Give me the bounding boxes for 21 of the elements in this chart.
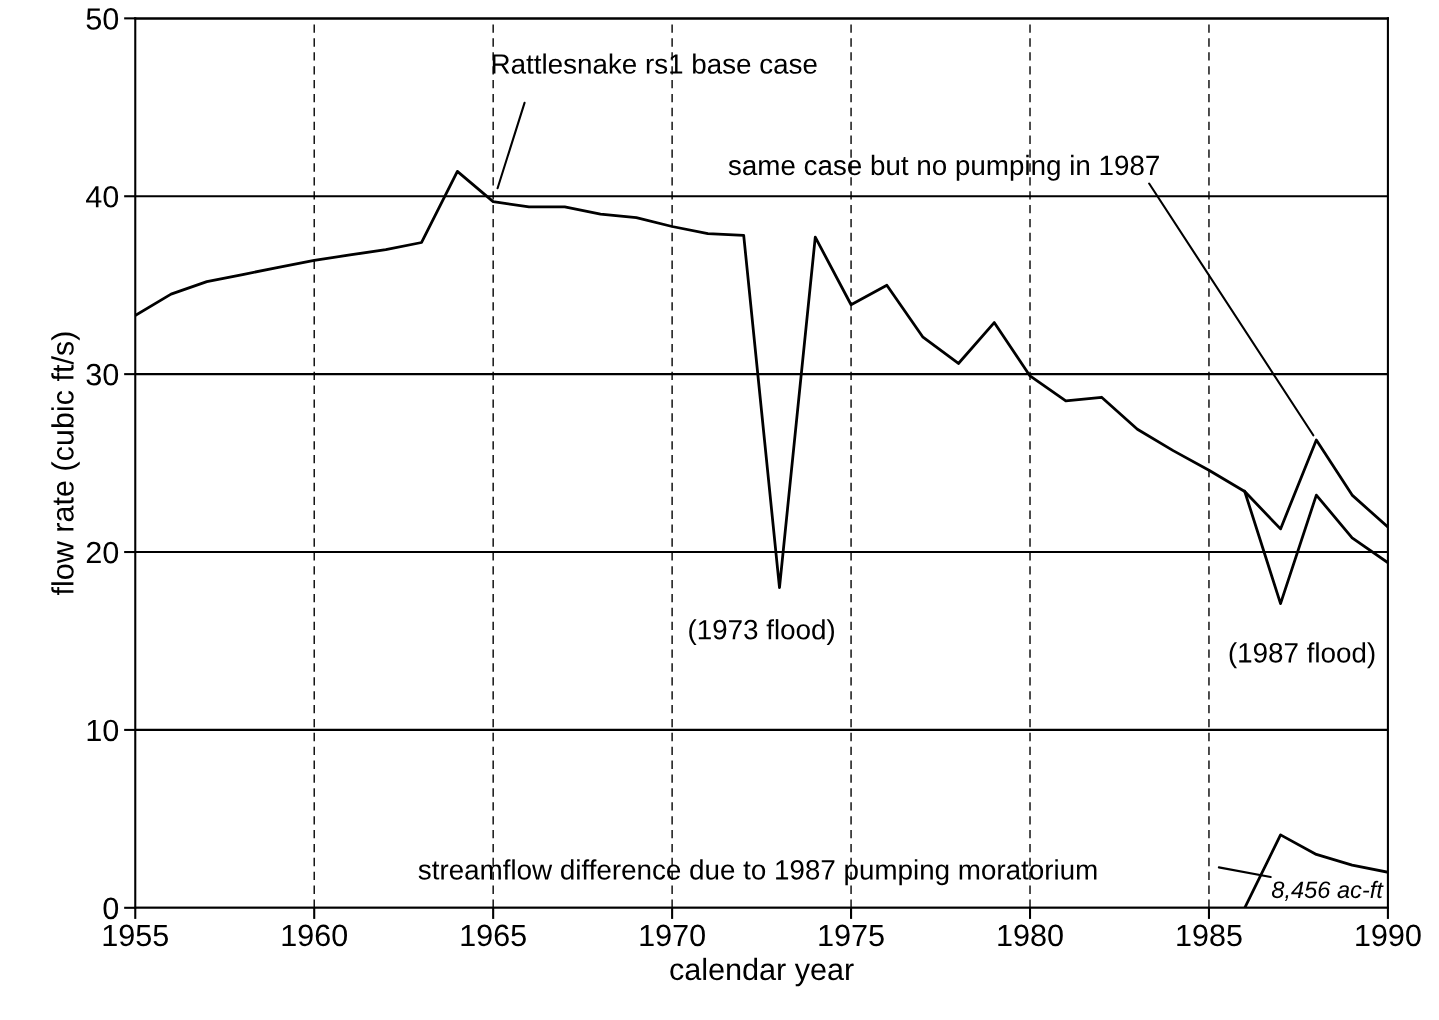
x-tick-label: 1965 — [461, 924, 526, 947]
y-tick-label: 10 — [87, 719, 119, 742]
y-tick-label: 0 — [103, 897, 119, 920]
annotation: Rattlesnake rs1 base case — [492, 53, 817, 74]
x-tick-label: 1980 — [998, 924, 1063, 947]
x-tick-label: 1975 — [819, 924, 884, 947]
x-tick-label: 1985 — [1177, 924, 1242, 947]
annotation: (1987 flood) — [1229, 642, 1375, 669]
annotation: (1973 flood) — [689, 619, 834, 646]
y-tick-label: 50 — [86, 8, 119, 30]
x-axis-title: calendar year — [670, 957, 854, 987]
y-tick-label: 40 — [86, 185, 119, 208]
y-tick-label: 20 — [86, 541, 119, 564]
annotation: 8,456 ac-ft — [1271, 880, 1384, 901]
x-tick-label: 1960 — [282, 924, 348, 947]
y-tick-label: 30 — [86, 363, 119, 386]
x-tick-label: 1990 — [1356, 924, 1421, 947]
x-tick-label: 1970 — [640, 924, 705, 947]
y-axis-title: flow rate (cubic ft/s) — [51, 332, 80, 596]
annotation: streamflow difference due to 1987 pumping moratorium — [418, 859, 1097, 886]
x-tick-label: 1955 — [103, 924, 168, 947]
